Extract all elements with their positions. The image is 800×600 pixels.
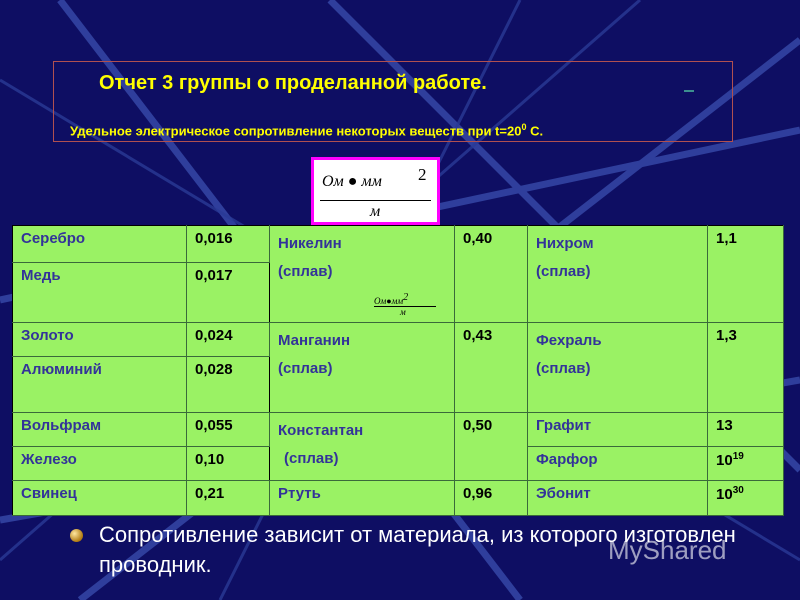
table-row: Вольфрам 0,055 Константан (сплав) 0,50 Гр…	[12, 412, 784, 481]
conclusion-text: Сопротивление зависит от материала, из к…	[99, 522, 736, 577]
subtitle-unit: С.	[526, 123, 544, 139]
fraction-line	[374, 306, 436, 307]
table-row: Железо 0,10 Фарфор 1019	[12, 446, 784, 481]
alloy-label: (сплав)	[284, 450, 339, 467]
mini-unit-numerator: Ом●мм2	[374, 292, 409, 306]
table-row: Медь 0,017	[12, 261, 784, 324]
material-value: 0,96	[454, 480, 528, 516]
mini-unit-denominator: м	[400, 307, 406, 317]
material-name: Константан	[278, 422, 364, 439]
material-value: 0,017	[186, 261, 270, 324]
page-subtitle: Удельное электрическое сопротивление нек…	[70, 122, 543, 138]
alloy-label: (сплав)	[536, 263, 591, 280]
mini-unit-formula: Ом●мм2 м	[374, 292, 436, 322]
material-name: Графит	[527, 412, 708, 447]
material-value: 1019	[707, 446, 784, 481]
material-value: 0,50	[454, 412, 528, 481]
material-name: Золото	[12, 322, 187, 357]
table-row: Свинец 0,21 Ртуть 0,96 Эбонит 1030	[12, 480, 784, 516]
alloy-cell: Нихром (сплав)	[527, 225, 708, 323]
unit-numerator: Ом ● мм	[322, 173, 382, 190]
material-name: Фехраль	[536, 332, 602, 349]
material-value: 0,024	[186, 322, 270, 357]
title-frame: Отчет 3 группы о проделанной работе. Уде…	[53, 61, 733, 142]
subtitle-degree: 0	[521, 122, 527, 132]
material-name: Алюминий	[12, 356, 187, 413]
material-name: Серебро	[12, 225, 187, 263]
unit-denominator: м	[370, 203, 381, 220]
title-underline-mark	[684, 90, 694, 92]
material-name: Эбонит	[527, 480, 708, 516]
material-name: Нихром	[536, 235, 594, 252]
material-name: Никелин	[278, 235, 342, 252]
material-value: 1,3	[707, 322, 784, 413]
material-value: 0,10	[186, 446, 270, 481]
material-value: 0,028	[186, 356, 270, 413]
table-row: Алюминий 0,028	[12, 356, 784, 413]
material-name: Вольфрам	[12, 412, 187, 447]
alloy-label: (сплав)	[278, 360, 333, 377]
material-value: 13	[707, 412, 784, 447]
alloy-cell: Манганин (сплав)	[269, 322, 455, 413]
alloy-label: (сплав)	[278, 263, 333, 280]
material-value: 0,21	[186, 480, 270, 516]
material-value: 1030	[707, 480, 784, 516]
resistivity-table: Серебро 0,016 Никелин (сплав) Ом●мм2 м 0,…	[12, 225, 784, 516]
material-value: 1,1	[707, 225, 784, 323]
page-title: Отчет 3 группы о проделанной работе.	[99, 72, 487, 94]
fraction-line	[320, 200, 431, 201]
alloy-cell: Фехраль (сплав)	[527, 322, 708, 413]
alloy-cell: Константан (сплав)	[269, 412, 455, 481]
alloy-label: (сплав)	[536, 360, 591, 377]
table-row: Серебро 0,016 Никелин (сплав) Ом●мм2 м 0,…	[12, 225, 784, 323]
material-value: 0,016	[186, 225, 270, 263]
material-name: Манганин	[278, 332, 351, 349]
subtitle-text: Удельное электрическое сопротивление нек…	[70, 123, 522, 139]
material-name: Железо	[12, 446, 187, 481]
unit-formula-box: Ом ● мм 2 м	[311, 157, 440, 225]
material-name: Медь	[12, 261, 187, 324]
watermark-logo: MyShared	[608, 535, 727, 565]
unit-exponent: 2	[418, 165, 427, 184]
bullet-icon	[70, 529, 83, 542]
material-value: 0,43	[454, 322, 528, 413]
material-name: Ртуть	[269, 480, 455, 516]
alloy-cell: Никелин (сплав) Ом●мм2 м	[269, 225, 455, 323]
material-value: 0,40	[454, 225, 528, 323]
material-value: 0,055	[186, 412, 270, 447]
material-name: Свинец	[12, 480, 187, 516]
material-name: Фарфор	[527, 446, 708, 481]
table-row: Золото 0,024 Манганин (сплав) 0,43 Фехрал…	[12, 322, 784, 413]
